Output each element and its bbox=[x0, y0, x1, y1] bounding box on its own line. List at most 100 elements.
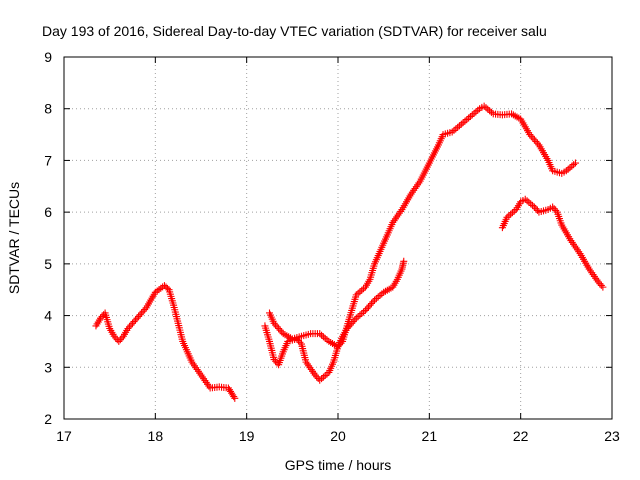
data-point bbox=[376, 291, 384, 299]
data-point bbox=[318, 375, 326, 383]
data-point bbox=[132, 316, 140, 324]
data-point bbox=[532, 205, 540, 213]
y-axis-label: SDTVAR / TECUs bbox=[6, 182, 22, 294]
y-tick-label: 7 bbox=[44, 152, 52, 168]
data-point bbox=[468, 111, 476, 119]
data-point bbox=[533, 139, 541, 147]
data-point bbox=[360, 308, 368, 316]
data-point bbox=[367, 300, 375, 308]
data-point bbox=[270, 319, 278, 327]
data-point bbox=[164, 284, 172, 292]
data-point bbox=[465, 114, 473, 122]
data-point bbox=[354, 313, 362, 321]
data-point bbox=[115, 337, 123, 345]
x-tick-label: 23 bbox=[604, 428, 620, 444]
data-point bbox=[321, 372, 329, 380]
data-point bbox=[318, 331, 326, 339]
y-tick-label: 9 bbox=[44, 49, 52, 65]
data-point bbox=[98, 312, 106, 320]
y-tick-label: 6 bbox=[44, 204, 52, 220]
data-point bbox=[319, 373, 327, 381]
data-point bbox=[455, 122, 463, 130]
data-point bbox=[112, 334, 120, 342]
data-point bbox=[549, 203, 557, 211]
data-point bbox=[124, 325, 132, 332]
data-point bbox=[141, 306, 149, 314]
data-point bbox=[508, 209, 516, 217]
data-point bbox=[533, 206, 541, 214]
data-point bbox=[532, 137, 540, 145]
data-point bbox=[372, 295, 380, 303]
data-point bbox=[270, 356, 278, 364]
data-point bbox=[133, 314, 141, 322]
data-point bbox=[463, 116, 471, 124]
data-point bbox=[523, 197, 531, 205]
series-segment-4 bbox=[498, 195, 607, 291]
data-point bbox=[135, 312, 143, 320]
data-point bbox=[470, 109, 478, 117]
data-point bbox=[127, 321, 135, 329]
data-point bbox=[313, 373, 321, 381]
data-point bbox=[484, 105, 492, 113]
data-point bbox=[526, 131, 534, 139]
data-point bbox=[482, 104, 490, 112]
y-tick-label: 4 bbox=[44, 308, 52, 324]
data-point bbox=[351, 316, 359, 324]
data-point bbox=[275, 325, 283, 332]
data-point bbox=[454, 123, 462, 131]
data-point bbox=[311, 371, 319, 379]
y-tick-label: 3 bbox=[44, 359, 52, 375]
data-point bbox=[316, 376, 324, 384]
data-point bbox=[529, 134, 537, 142]
grid bbox=[64, 57, 612, 419]
data-point bbox=[138, 309, 146, 317]
data-point bbox=[230, 393, 238, 401]
data-point bbox=[400, 257, 408, 265]
data-point bbox=[374, 293, 382, 301]
data-point bbox=[452, 125, 460, 133]
data-point bbox=[459, 119, 467, 127]
y-tick-label: 8 bbox=[44, 101, 52, 117]
data-point bbox=[527, 200, 535, 208]
data-point bbox=[597, 281, 605, 289]
data-point bbox=[334, 343, 342, 351]
data-point bbox=[118, 334, 126, 342]
data-point bbox=[525, 198, 533, 206]
data-point bbox=[527, 132, 535, 140]
data-point bbox=[139, 307, 147, 315]
data-point bbox=[596, 280, 604, 288]
data-point bbox=[116, 336, 124, 344]
data-points bbox=[92, 102, 607, 402]
data-point bbox=[337, 339, 345, 347]
data-point bbox=[571, 159, 579, 167]
data-point bbox=[466, 112, 474, 120]
data-point bbox=[361, 306, 369, 314]
x-tick-label: 17 bbox=[56, 428, 72, 444]
y-tick-label: 5 bbox=[44, 256, 52, 272]
data-point bbox=[296, 338, 304, 346]
data-point bbox=[336, 341, 344, 349]
data-point bbox=[530, 136, 538, 144]
series-segment-1 bbox=[92, 282, 239, 402]
data-point bbox=[566, 164, 574, 172]
x-tick-label: 18 bbox=[148, 428, 164, 444]
data-point bbox=[570, 161, 578, 169]
x-tick-label: 22 bbox=[513, 428, 529, 444]
data-point bbox=[276, 326, 284, 334]
data-point bbox=[371, 296, 379, 304]
data-point bbox=[272, 357, 280, 365]
data-point bbox=[599, 283, 607, 291]
data-point bbox=[461, 117, 469, 125]
data-point bbox=[364, 303, 372, 311]
data-point bbox=[530, 203, 538, 211]
data-point bbox=[356, 288, 364, 296]
chart-title: Day 193 of 2016, Sidereal Day-to-day VTE… bbox=[42, 23, 547, 39]
data-point bbox=[294, 337, 302, 345]
data-point bbox=[136, 311, 144, 319]
series-segment-2 bbox=[261, 257, 408, 384]
data-point bbox=[366, 301, 374, 309]
x-axis-label: GPS time / hours bbox=[285, 457, 392, 473]
data-point bbox=[129, 319, 136, 327]
x-tick-label: 19 bbox=[239, 428, 255, 444]
